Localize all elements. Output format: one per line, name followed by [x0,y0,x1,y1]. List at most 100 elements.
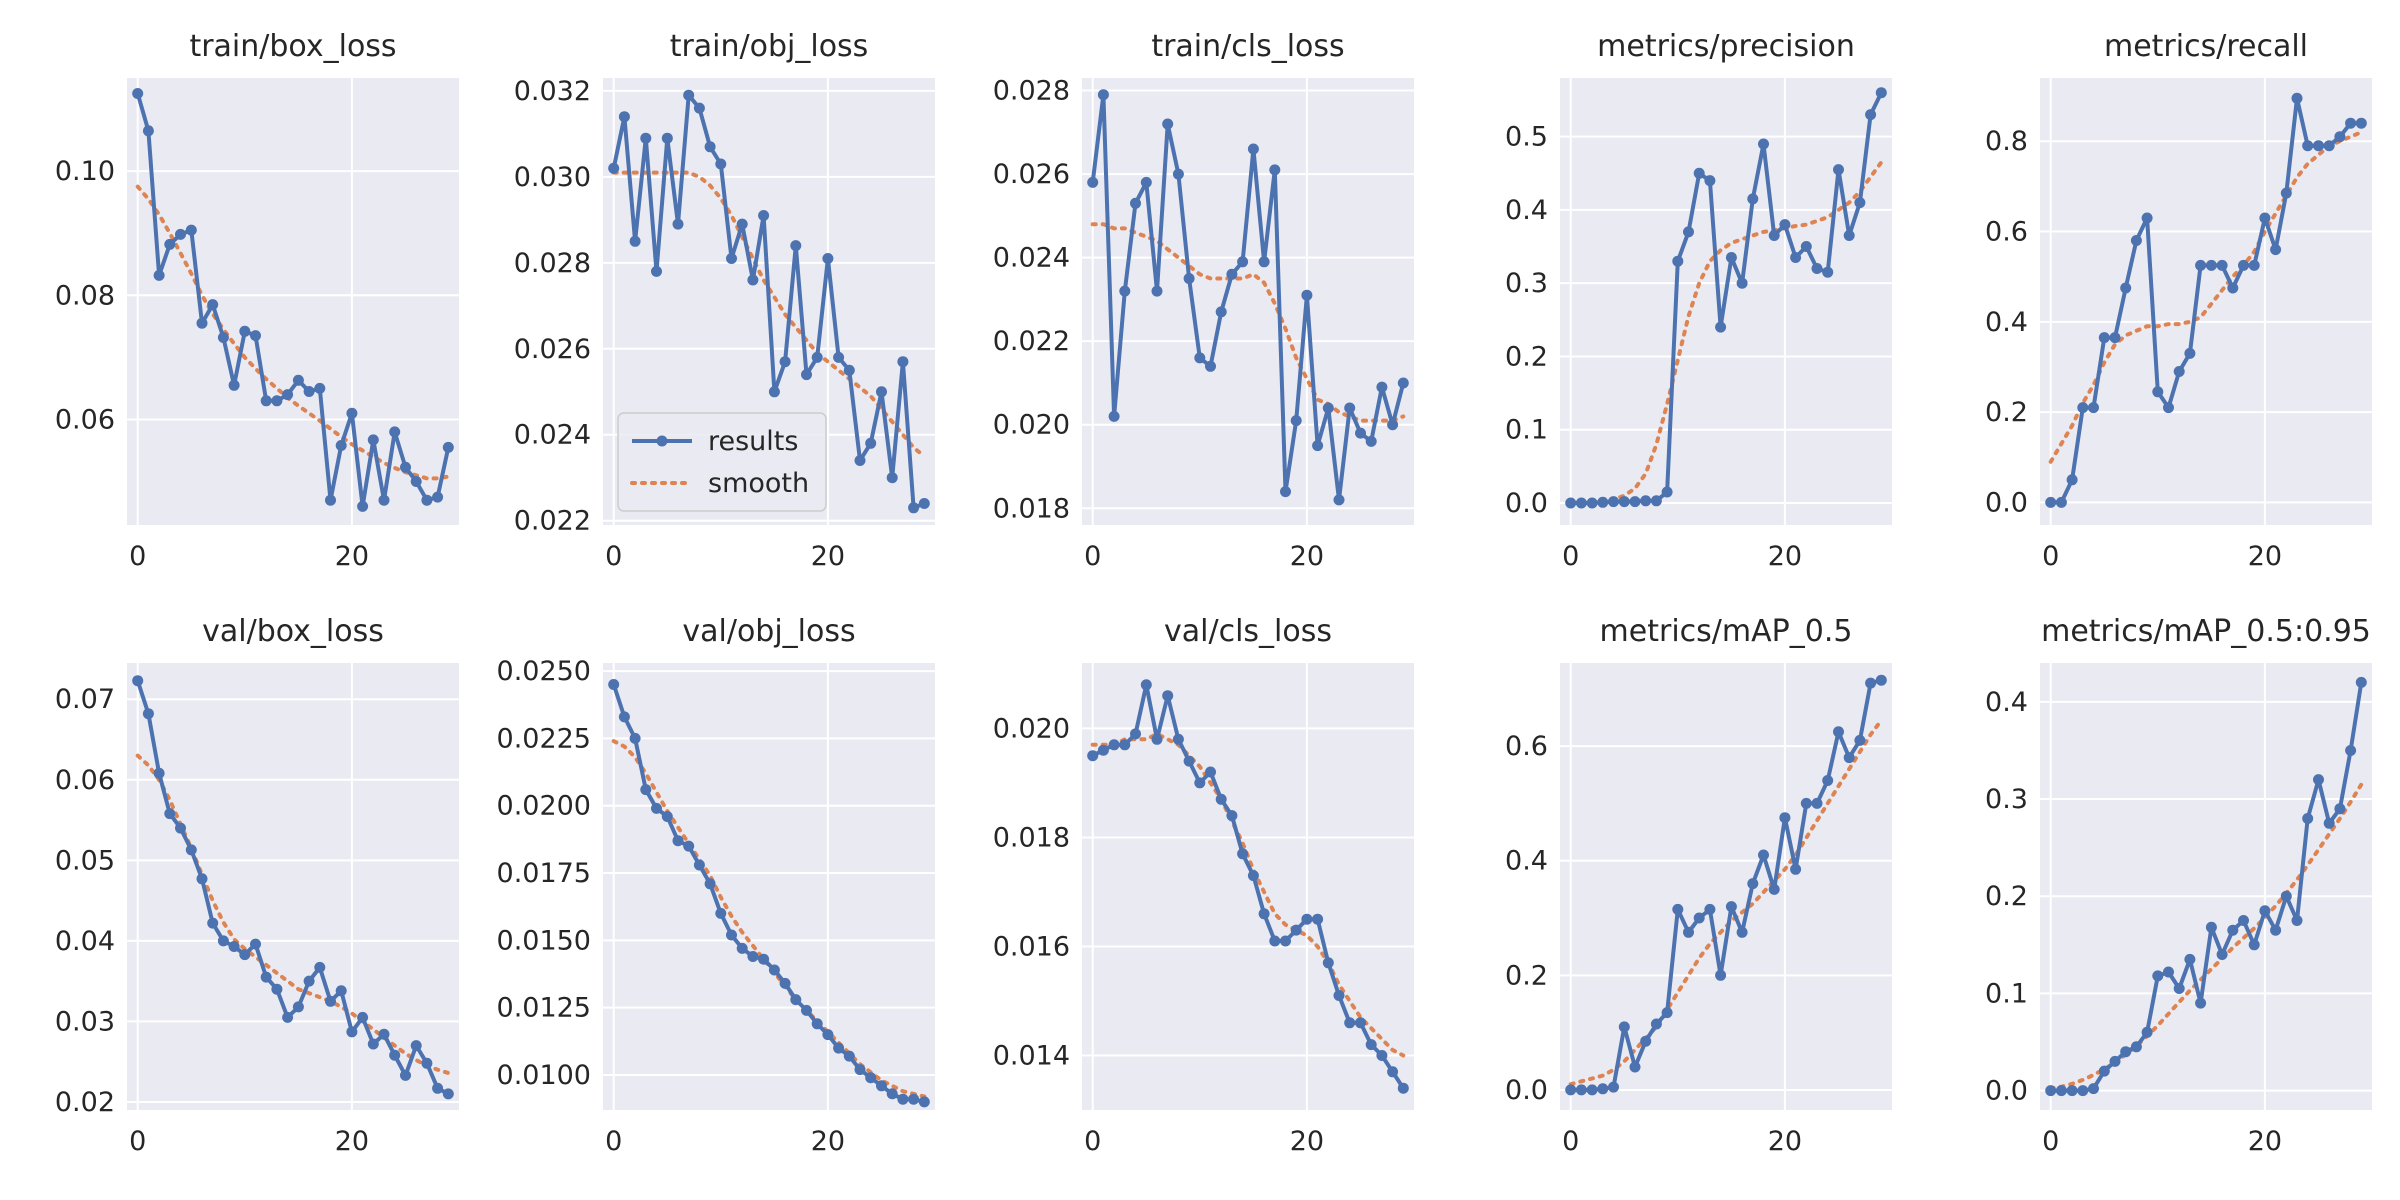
val-box-loss-results-point [367,1038,379,1050]
metrics-map-0-5-0-95-ytick-label: 0.1 [1985,978,2028,1009]
val-cls-loss-results-point [1258,908,1270,920]
train-obj-loss-results-point [779,356,791,368]
train-box-loss-results-point [314,382,326,394]
val-obj-loss-xtick-label: 0 [605,1126,622,1157]
metrics-map-0-5-0-95-results-point [2355,676,2367,688]
metrics-precision-results-point [1833,164,1844,176]
train-cls-loss-results-point [1365,435,1377,447]
metrics-map-0-5-results-point [1875,674,1887,686]
val-obj-loss-ytick-label: 0.0125 [497,993,591,1024]
train-obj-loss-results-point [811,351,823,363]
train-box-loss-results-point [142,125,154,137]
val-obj-loss-results-point [897,1093,909,1105]
train-obj-loss-results-point [790,240,802,252]
train-cls-loss-results-point [1333,494,1345,506]
train-cls-loss-results-point [1290,415,1302,427]
metrics-recall-title: metrics/recall [2104,29,2308,64]
val-obj-loss-ytick-label: 0.0100 [497,1060,591,1091]
train-obj-loss-results-point [704,141,716,153]
metrics-map-0-5-results-point [1597,1083,1609,1095]
metrics-map-0-5-results-point [1672,903,1684,915]
train-cls-loss-xtick-label: 0 [1084,541,1101,572]
metrics-precision-title: metrics/precision [1597,29,1855,64]
val-obj-loss-results-point [918,1096,930,1108]
train-cls-loss-results-point [1097,89,1109,101]
val-cls-loss-results-point [1162,690,1174,702]
train-obj-loss-results-point [608,162,620,174]
metrics-map-0-5-smooth-line [1568,718,1884,1087]
metrics-map-0-5-results-point [1575,1084,1587,1096]
val-obj-loss-results-point [790,994,802,1006]
val-box-loss-results-point [421,1057,433,1069]
metrics-recall-ytick-label: 0.2 [1985,397,2028,428]
val-box-loss-results-point [410,1040,422,1052]
metrics-map-0-5-0-95-results-point [2077,1085,2089,1097]
val-box-loss-results-point [378,1028,390,1040]
train-cls-loss-ytick-label: 0.024 [993,243,1070,274]
val-obj-loss-results-point [640,784,652,796]
val-box-loss-results-point [142,708,154,720]
val-cls-loss-results-point [1365,1039,1377,1051]
val-box-loss-results-point [228,941,240,952]
val-obj-loss-results-point [779,977,791,989]
metrics-map-0-5-results-point [1693,912,1705,924]
metrics-precision-results-point [1725,252,1737,263]
val-box-loss-results-point [303,975,315,987]
train-cls-loss-results-point [1344,402,1356,414]
train-obj-loss-results-point [640,132,652,144]
metrics-precision-results-point [1822,266,1834,278]
val-box-loss-results-point [292,1001,304,1013]
train-box-loss-results-point [410,476,422,487]
metrics-map-0-5-0-95-xtick-label: 0 [2042,1126,2059,1157]
metrics-map-0-5-results-point [1790,863,1802,875]
train-box-loss-results-point [164,238,176,250]
val-box-loss-results-point [432,1082,444,1094]
train-cls-loss-results-point [1162,118,1174,130]
metrics-map-0-5-ytick-label: 0.4 [1505,846,1548,877]
metrics-map-0-5-0-95-ytick-label: 0.0 [1985,1076,2028,1107]
train-cls-loss-results-point [1087,176,1099,188]
metrics-map-0-5-0-95-results-point [2248,939,2260,951]
val-obj-loss-results-point [822,1029,834,1041]
metrics-recall-results-point [2163,402,2174,414]
metrics-precision-results-point [1608,496,1619,508]
train-box-loss-results-point [185,224,197,236]
train-box-loss-ytick-label: 0.10 [55,156,115,187]
metrics-map-0-5-results-point [1661,1007,1673,1019]
metrics-recall-ytick-label: 0.4 [1985,307,2028,338]
val-obj-loss-ytick-label: 0.0250 [497,656,591,687]
metrics-precision-ytick-label: 0.1 [1505,415,1548,446]
val-cls-loss-results-point [1108,739,1120,751]
train-box-loss-results-point [196,317,208,329]
metrics-precision-ytick-label: 0.0 [1505,488,1548,519]
metrics-precision-results-point [1875,87,1887,99]
train-obj-loss-results-point [747,274,759,286]
val-box-loss-ytick-label: 0.02 [55,1087,115,1118]
train-obj-loss-xtick-label: 0 [605,541,622,572]
metrics-recall-xtick-label: 0 [2042,541,2059,572]
train-box-loss-smooth-line [135,184,451,481]
train-cls-loss-title: train/cls_loss [1151,29,1344,64]
val-obj-loss-ytick-label: 0.0150 [497,925,591,956]
train-obj-loss-results-point [822,253,834,264]
train-box-loss-ytick-label: 0.06 [55,404,115,435]
val-cls-loss-results-point [1237,848,1249,860]
metrics-map-0-5-0-95-ytick-label: 0.3 [1985,784,2028,815]
train-cls-loss-xtick-label: 20 [1290,541,1324,572]
val-box-loss-results-point [164,808,176,820]
metrics-recall-results-point [2270,244,2282,256]
train-cls-loss-results-point [1322,402,1334,414]
val-cls-loss-xtick-label: 20 [1290,1126,1324,1157]
metrics-precision-results-point [1865,109,1877,121]
train-obj-loss-results-point [726,253,737,264]
val-cls-loss-results-point [1312,913,1324,925]
chart-val-obj-loss: val/obj_loss 0 20 0.0100 0.0125 0.0150 0.0175 0… [497,614,935,1157]
train-cls-loss-results-point [1215,306,1227,318]
val-obj-loss-results-point [715,907,727,919]
val-cls-loss-results-point [1151,733,1163,745]
metrics-recall-results-point [2130,235,2142,246]
val-box-loss-plot-area [127,663,459,1110]
val-obj-loss-results-point [618,711,630,723]
chart-val-box-loss: val/box_loss 0 20 0.02 0.03 0.04 0.05 0.06 0.07 [55,614,459,1157]
val-box-loss-results-point [357,1011,369,1023]
